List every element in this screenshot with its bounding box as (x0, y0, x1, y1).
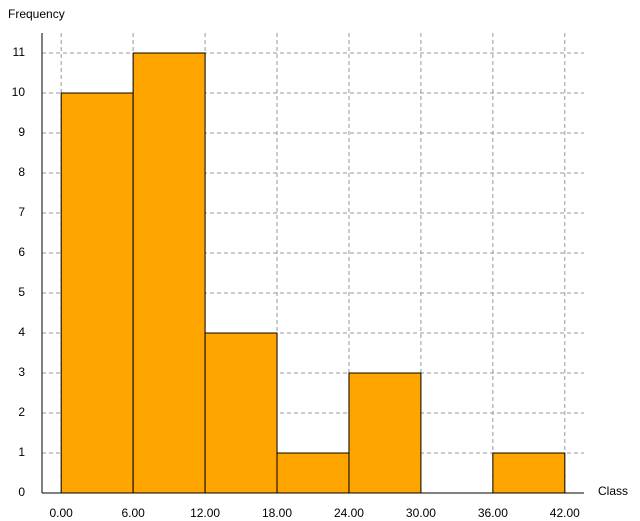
y-tick-label: 8 (18, 165, 25, 179)
y-tick-label: 4 (18, 325, 25, 339)
y-tick-label: 1 (18, 445, 25, 459)
x-tick-label: 6.00 (121, 506, 145, 520)
y-tick-label: 11 (13, 45, 26, 59)
y-axis-label: Frequency (8, 7, 65, 21)
bar (204, 332, 278, 494)
x-tick-label: 36.00 (478, 506, 508, 520)
y-tick-label: 10 (12, 85, 26, 99)
y-tick-label: 2 (18, 405, 25, 419)
x-tick-label: 30.00 (406, 506, 436, 520)
x-tick-label: 42.00 (550, 506, 580, 520)
y-tick-label: 5 (18, 285, 25, 299)
x-tick-label: 24.00 (334, 506, 364, 520)
x-axis-label: Class (598, 484, 628, 498)
x-tick-label: 0.00 (50, 506, 74, 520)
bar (276, 452, 350, 494)
bar (132, 52, 206, 494)
y-tick-label: 3 (18, 365, 25, 379)
x-tick-label: 12.00 (190, 506, 220, 520)
bar (348, 372, 422, 494)
y-tick-label: 7 (18, 205, 25, 219)
x-tick-label: 18.00 (262, 506, 292, 520)
y-tick-label: 9 (18, 125, 25, 139)
bar (60, 92, 134, 494)
bar (492, 452, 566, 494)
y-tick-label: 0 (18, 485, 25, 499)
y-tick-label: 6 (18, 245, 25, 259)
